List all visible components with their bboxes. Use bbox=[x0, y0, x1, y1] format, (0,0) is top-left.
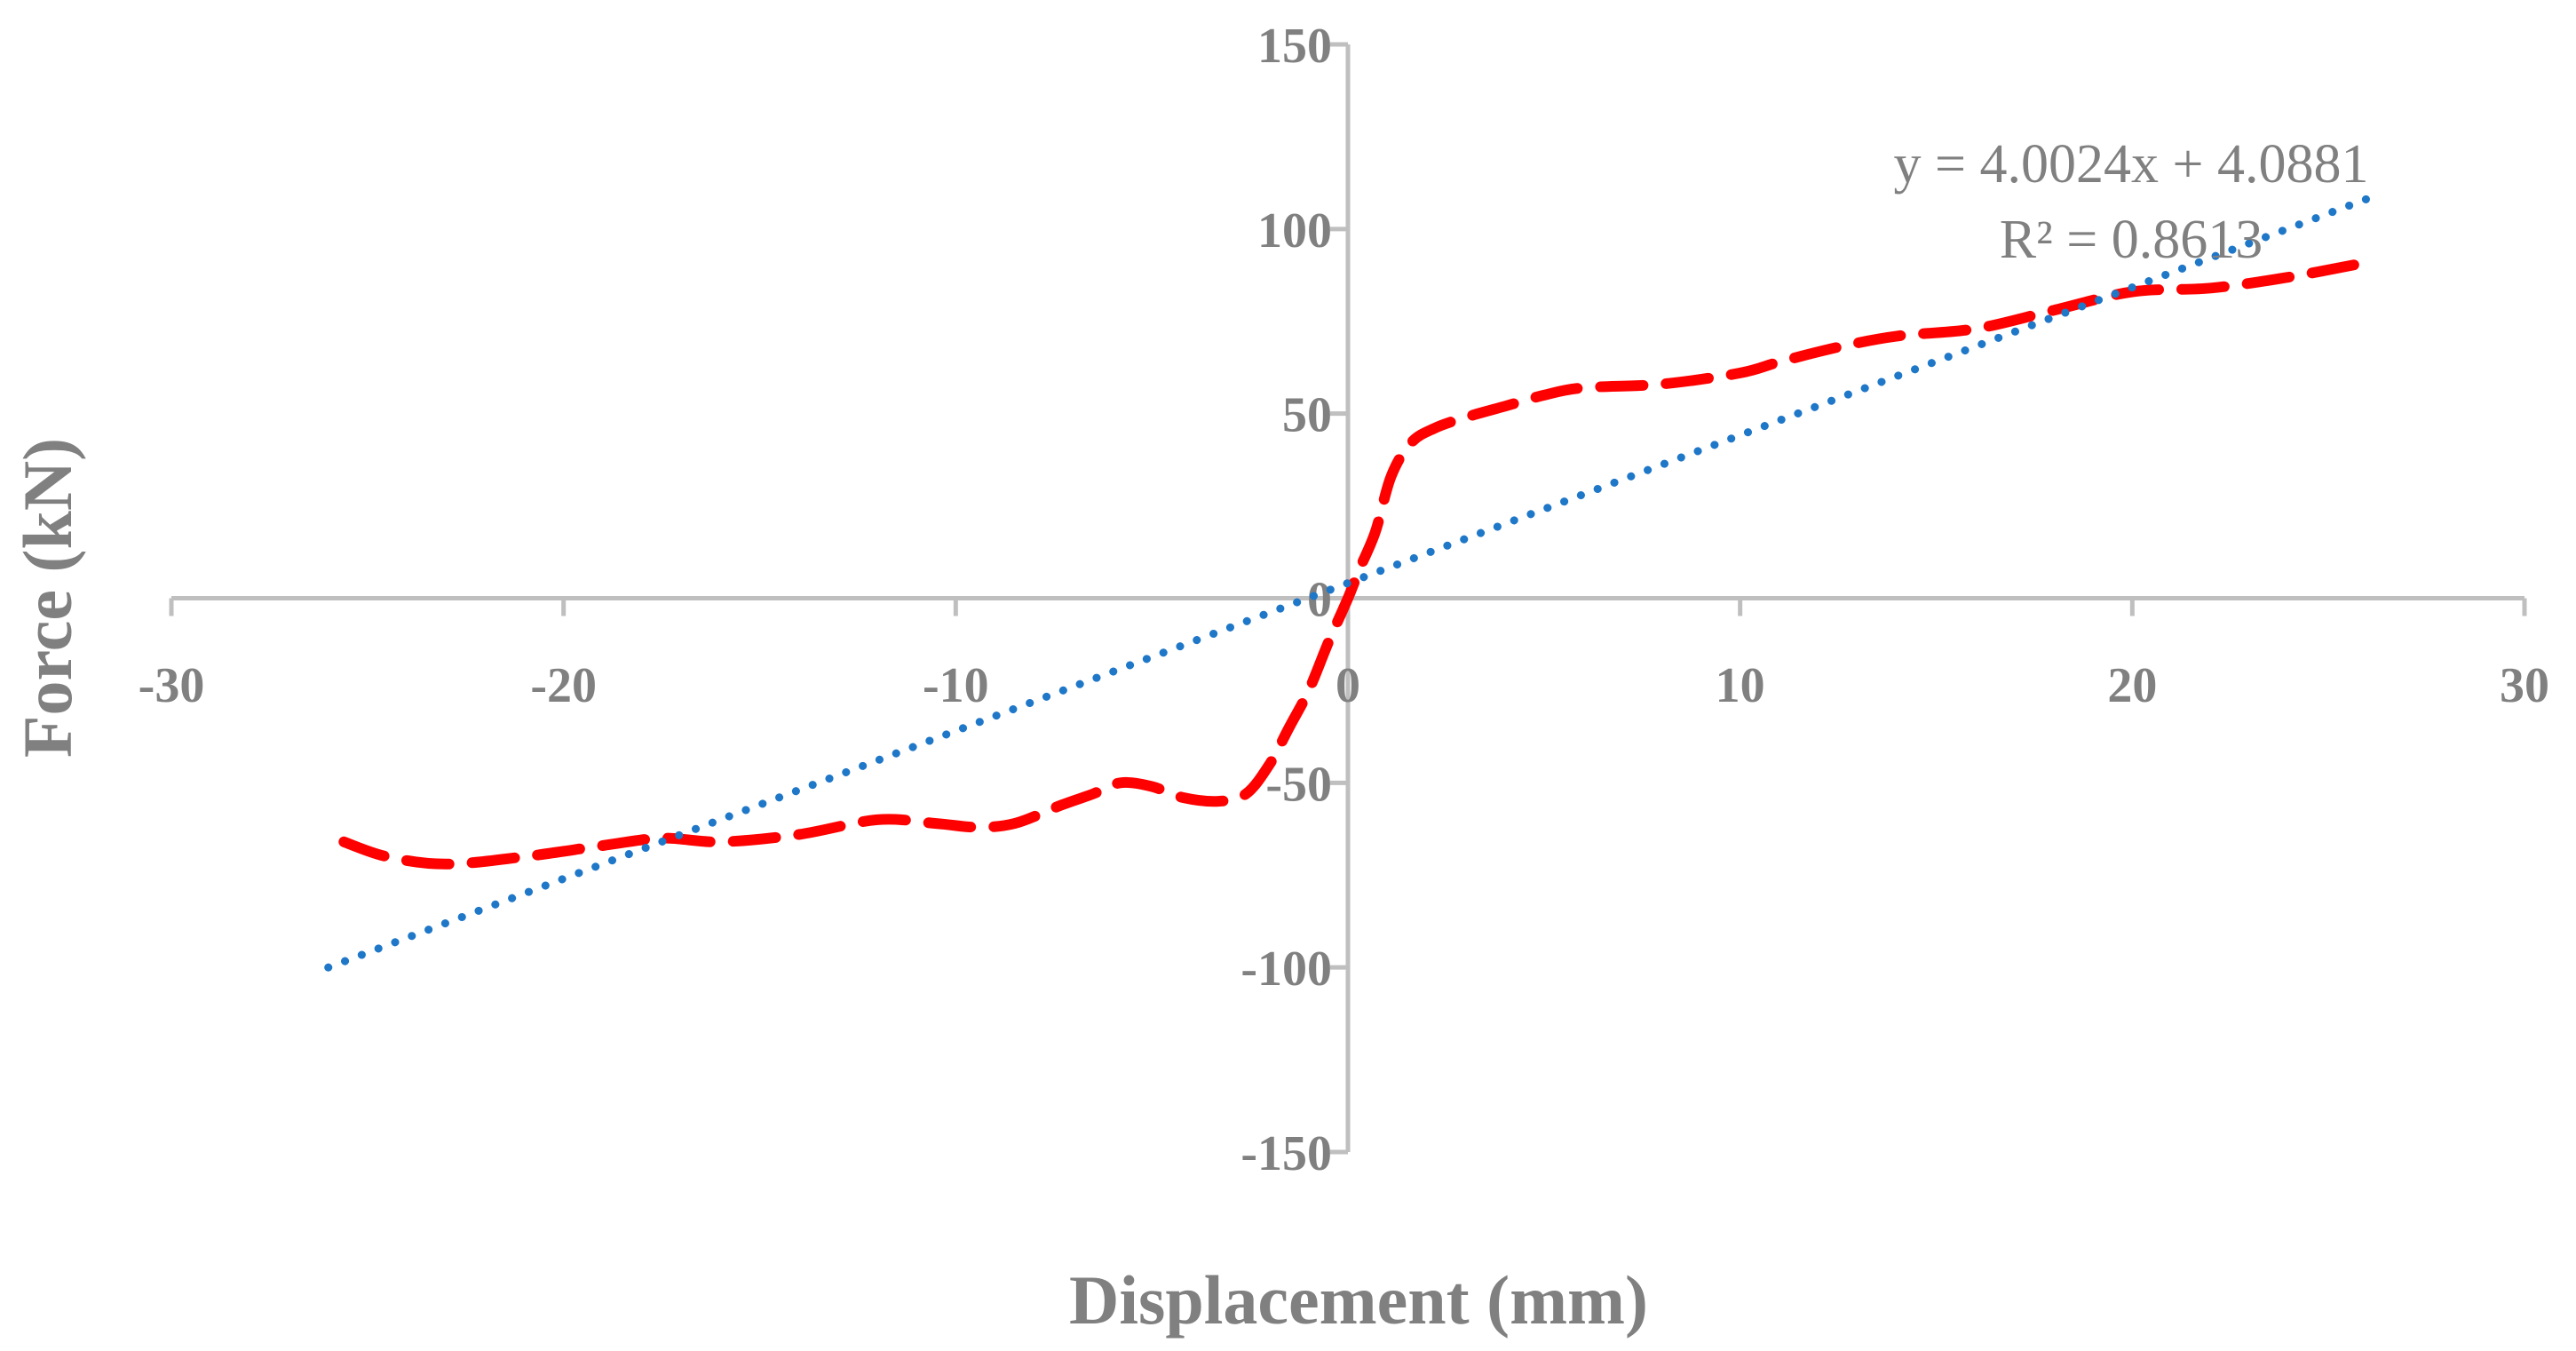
hysteresis-envelope-line bbox=[338, 257, 2374, 870]
y-tick-label: 0 bbox=[1307, 573, 1332, 628]
y-tick-label: -150 bbox=[1240, 1126, 1332, 1181]
x-tick-label: -10 bbox=[923, 658, 989, 713]
y-tick-labels: 150 100 50 0 -50 -100 -150 bbox=[1240, 19, 1332, 1181]
y-tick-label: 100 bbox=[1257, 203, 1332, 258]
trendline-r-squared: R² = 0.8613 bbox=[2000, 210, 2263, 270]
x-axis-title: Displacement (mm) bbox=[1069, 1261, 1648, 1339]
y-tick-label: 50 bbox=[1282, 388, 1332, 443]
trendline-equation: y = 4.0024x + 4.0881 bbox=[1894, 134, 2369, 195]
linear-trendline bbox=[324, 195, 2372, 972]
x-tick-label: 0 bbox=[1336, 658, 1360, 713]
x-tick-label: -20 bbox=[530, 658, 597, 713]
x-tick-label: 10 bbox=[1716, 658, 1765, 713]
x-tick-label: 20 bbox=[2107, 658, 2157, 713]
x-tick-label: 30 bbox=[2500, 658, 2549, 713]
y-tick-label: -100 bbox=[1240, 942, 1332, 997]
y-axis-title: Force (kN) bbox=[9, 438, 86, 758]
y-tick-label: 150 bbox=[1257, 19, 1332, 74]
y-tick-label: -50 bbox=[1265, 757, 1332, 812]
x-tick-label: -30 bbox=[139, 658, 205, 713]
series-layer bbox=[324, 195, 2374, 972]
x-tick-labels: -30 -20 -10 0 10 20 30 bbox=[139, 658, 2549, 713]
